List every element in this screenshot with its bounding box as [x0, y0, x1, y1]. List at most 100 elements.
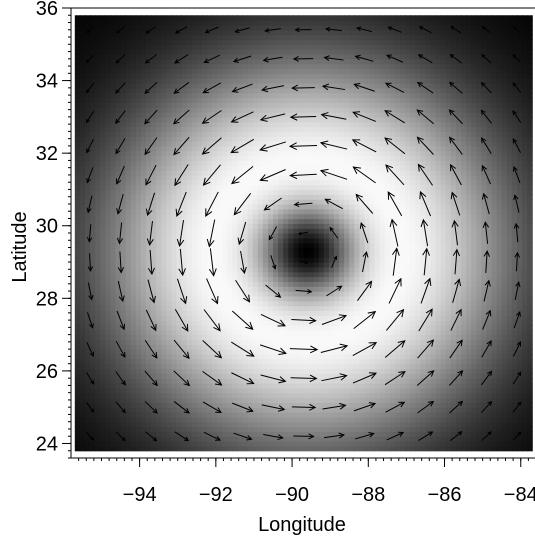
field-cell: [298, 421, 305, 428]
field-cell: [95, 228, 101, 234]
field-cell: [339, 310, 345, 316]
field-cell: [516, 334, 523, 341]
field-cell: [140, 344, 147, 350]
field-cell: [516, 416, 523, 423]
field-cell: [430, 218, 437, 224]
field-cell: [145, 363, 152, 370]
field-cell: [379, 397, 386, 403]
field-cell: [400, 378, 406, 384]
field-cell: [445, 194, 452, 200]
field-cell: [278, 233, 284, 239]
field-cell: [466, 213, 472, 220]
field-cell: [389, 392, 396, 399]
field-cell: [323, 257, 330, 263]
field-cell: [522, 300, 528, 307]
field-cell: [339, 320, 345, 326]
field-cell: [278, 262, 284, 268]
field-cell: [130, 300, 137, 307]
field-cell: [522, 281, 528, 287]
field-cell: [410, 407, 416, 413]
field-cell: [135, 349, 142, 355]
field-cell: [516, 407, 523, 413]
field-cell: [506, 320, 513, 326]
field-cell: [511, 339, 518, 345]
field-cell: [425, 233, 432, 239]
field-cell: [461, 237, 467, 244]
field-cell: [354, 242, 360, 249]
field-cell: [527, 407, 533, 413]
field-cell: [100, 334, 106, 341]
field-cell: [237, 431, 244, 437]
field-cell: [328, 218, 335, 224]
field-cell: [273, 412, 279, 418]
field-cell: [273, 233, 279, 239]
field-cell: [130, 320, 137, 326]
field-cell: [450, 334, 457, 341]
field-cell: [389, 305, 396, 312]
field-cell: [115, 387, 122, 394]
field-cell: [511, 213, 518, 220]
field-cell: [344, 184, 350, 191]
field-cell: [516, 276, 523, 282]
field-cell: [405, 387, 411, 394]
field-cell: [389, 373, 396, 379]
field-cell: [105, 262, 111, 268]
field-cell: [303, 271, 310, 278]
field-cell: [318, 387, 325, 394]
field-cell: [516, 271, 523, 278]
field-cell: [481, 203, 488, 210]
field-cell: [267, 324, 274, 331]
field-cell: [273, 421, 279, 428]
field-cell: [227, 416, 233, 423]
field-cell: [95, 441, 101, 447]
field-cell: [161, 286, 167, 292]
field-cell: [130, 223, 137, 229]
field-cell: [415, 208, 421, 215]
field-cell: [100, 262, 106, 268]
field-cell: [262, 281, 269, 287]
field-cell: [247, 281, 254, 287]
field-cell: [242, 353, 249, 360]
field-cell: [283, 271, 289, 278]
field-cell: [481, 189, 488, 195]
field-cell: [359, 252, 366, 258]
field-cell: [420, 300, 427, 307]
field-cell: [400, 300, 406, 307]
field-cell: [252, 402, 259, 408]
field-cell: [522, 305, 528, 312]
field-cell: [140, 233, 147, 239]
field-cell: [522, 344, 528, 350]
field-cell: [283, 194, 289, 200]
field-cell: [405, 334, 411, 341]
field-cell: [339, 281, 345, 287]
field-cell: [74, 339, 81, 345]
field-cell: [90, 416, 96, 423]
field-cell: [125, 184, 132, 191]
field-cell: [267, 228, 274, 234]
field-cell: [374, 397, 381, 403]
field-cell: [247, 295, 254, 302]
field-cell: [125, 397, 132, 403]
field-cell: [125, 271, 132, 278]
field-cell: [476, 213, 482, 220]
field-cell: [257, 276, 264, 282]
field-cell: [308, 189, 315, 195]
field-cell: [455, 286, 462, 292]
field-cell: [161, 295, 167, 302]
field-cell: [186, 363, 193, 370]
field-cell: [90, 349, 96, 355]
field-cell: [440, 266, 447, 273]
field-cell: [318, 203, 325, 210]
field-cell: [323, 358, 330, 365]
field-cell: [461, 228, 467, 234]
field-cell: [486, 257, 493, 263]
field-cell: [522, 402, 528, 408]
field-cell: [242, 213, 249, 220]
field-cell: [293, 349, 300, 355]
field-cell: [288, 383, 294, 389]
field-cell: [212, 179, 218, 186]
field-cell: [379, 320, 386, 326]
field-cell: [145, 194, 152, 200]
field-cell: [257, 194, 264, 200]
field-cell: [435, 402, 442, 408]
